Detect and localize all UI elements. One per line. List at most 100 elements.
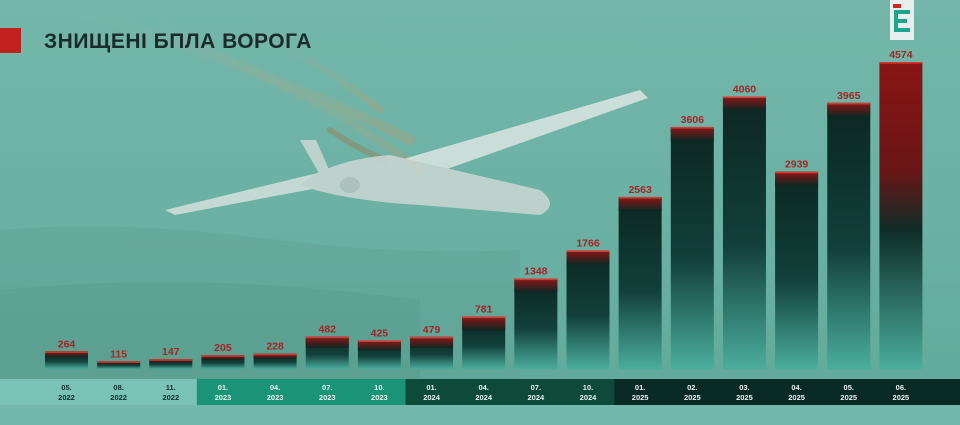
tick-year-15: 2025 [840, 393, 857, 402]
tick-year-10: 2024 [580, 393, 598, 402]
data-label-6: 425 [371, 327, 389, 339]
data-label-5: 482 [318, 324, 336, 336]
bar-cap-7 [410, 336, 454, 349]
tick-month-0: 05. [61, 383, 71, 392]
drone-illustration [165, 90, 648, 215]
tick-month-3: 01. [218, 383, 228, 392]
bar-top-line-15 [827, 102, 871, 105]
data-label-8: 781 [475, 304, 493, 316]
publisher-logo-icon [890, 0, 914, 40]
data-label-9: 1348 [524, 266, 548, 278]
bar-top-line-6 [357, 340, 401, 343]
bar-2 [149, 359, 193, 369]
bottom-strip [0, 405, 960, 425]
bar-top-line-3 [201, 355, 245, 357]
bar-top-line-5 [305, 336, 349, 339]
tick-year-7: 2024 [423, 393, 441, 402]
tick-year-16: 2025 [893, 393, 910, 402]
tick-year-9: 2024 [528, 393, 546, 402]
chart-title: ЗНИЩЕНІ БПЛА ВОРОГА [44, 30, 312, 53]
data-label-16: 4574 [889, 49, 913, 61]
bar-top-line-9 [514, 278, 558, 281]
bar-top-line-7 [410, 336, 454, 339]
bar-13 [722, 96, 766, 370]
tick-year-3: 2023 [215, 393, 232, 402]
bar-cap-10 [566, 250, 610, 265]
bar-15 [827, 102, 871, 370]
year-band-2023 [196, 379, 406, 405]
tick-month-2: 11. [166, 383, 176, 392]
tick-month-14: 04. [791, 383, 801, 392]
tick-year-6: 2023 [371, 393, 388, 402]
data-label-3: 205 [214, 342, 232, 354]
bar-10 [566, 250, 610, 369]
bar-cap-6 [357, 340, 401, 351]
data-label-12: 3606 [681, 114, 705, 126]
tick-year-8: 2024 [475, 393, 493, 402]
tick-month-9: 07. [531, 383, 541, 392]
bar-top-line-10 [566, 250, 610, 253]
bar-cap-4 [253, 353, 297, 360]
tick-month-5: 07. [322, 383, 332, 392]
data-label-10: 1766 [576, 237, 600, 249]
bar-cap-11 [618, 196, 662, 211]
bar-cap-15 [827, 102, 871, 117]
bar-top-line-4 [253, 353, 297, 356]
tick-month-16: 06. [896, 383, 906, 392]
title-accent-bar [0, 28, 21, 53]
bar-top-line-8 [462, 316, 506, 319]
tick-month-1: 08. [113, 383, 123, 392]
bar-top-line-11 [618, 196, 662, 199]
tick-month-15: 05. [844, 383, 854, 392]
tick-month-8: 04. [478, 383, 488, 392]
bar-top-line-1 [97, 361, 141, 363]
bar-cap-13 [722, 96, 766, 111]
bar-16 [879, 62, 923, 369]
data-label-0: 264 [58, 338, 76, 350]
tick-year-14: 2025 [788, 393, 805, 402]
bar-top-line-2 [149, 359, 193, 361]
tick-month-12: 02. [687, 383, 697, 392]
tick-year-11: 2025 [632, 393, 649, 402]
bar-cap-9 [514, 278, 558, 293]
tick-month-6: 10. [374, 383, 384, 392]
bar-14 [775, 171, 819, 369]
bar-12 [670, 126, 714, 369]
year-band-2022 [0, 379, 197, 405]
bar-cap-12 [670, 126, 714, 141]
tick-year-13: 2025 [736, 393, 753, 402]
tick-year-2: 2022 [162, 393, 179, 402]
bar-cap-3 [201, 355, 245, 361]
data-label-2: 147 [162, 346, 180, 358]
tick-month-7: 01. [426, 383, 436, 392]
tick-month-13: 03. [739, 383, 749, 392]
data-label-7: 479 [423, 324, 441, 336]
bar-top-line-0 [45, 351, 88, 353]
tick-year-4: 2023 [267, 393, 284, 402]
bar-top-line-13 [722, 96, 766, 99]
bar-cap-2 [149, 359, 193, 363]
tick-year-5: 2023 [319, 393, 336, 402]
bar-top-line-12 [670, 126, 714, 129]
year-band-2025 [614, 379, 960, 405]
tick-year-12: 2025 [684, 393, 701, 402]
tick-year-1: 2022 [110, 393, 127, 402]
bar-cap-14 [775, 171, 819, 186]
bar-11 [618, 196, 662, 369]
tick-month-4: 04. [270, 383, 280, 392]
year-band-2024 [405, 379, 615, 405]
bar-cap-0 [45, 351, 88, 358]
bar-top-line-16 [879, 62, 923, 64]
data-label-11: 2563 [628, 184, 652, 196]
bar-1 [97, 361, 141, 369]
bar-cap-5 [305, 336, 349, 348]
data-label-1: 115 [110, 348, 127, 360]
data-label-4: 228 [266, 341, 284, 353]
bar-cap-8 [462, 316, 506, 331]
bar-9 [514, 278, 558, 369]
data-label-14: 2939 [785, 159, 809, 171]
tick-year-0: 2022 [58, 393, 75, 402]
tick-month-10: 10. [583, 383, 593, 392]
